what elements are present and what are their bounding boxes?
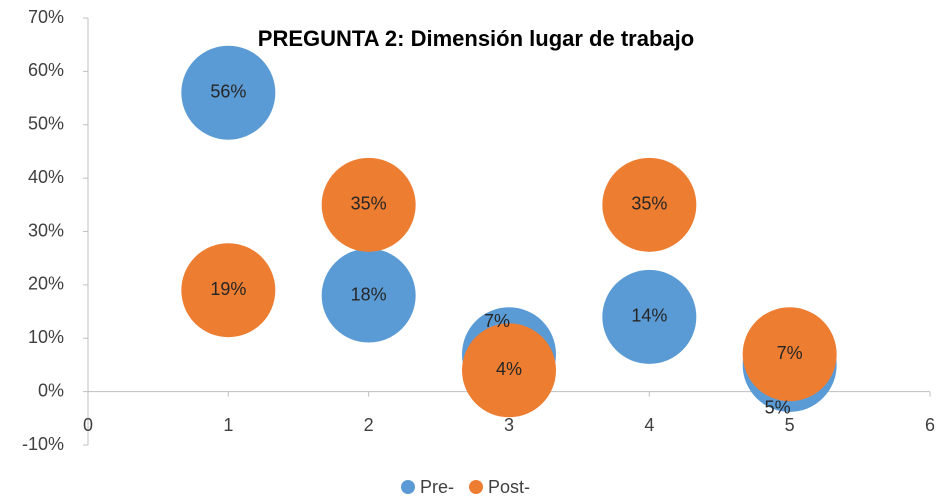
data-label: 7% bbox=[777, 343, 803, 363]
bubble bbox=[321, 248, 416, 343]
legend-label: Post- bbox=[488, 477, 530, 497]
data-label: 4% bbox=[496, 359, 522, 379]
data-label: 7% bbox=[484, 311, 510, 331]
x-tick-label: 6 bbox=[925, 415, 935, 435]
data-label: 56% bbox=[210, 81, 246, 101]
data-label: 19% bbox=[210, 279, 246, 299]
y-tick-label: 10% bbox=[28, 327, 64, 347]
y-tick-label: -10% bbox=[22, 434, 64, 454]
y-tick-label: 60% bbox=[28, 60, 64, 80]
data-label: 14% bbox=[631, 306, 667, 326]
chart-title: PREGUNTA 2: Dimensión lugar de trabajo bbox=[258, 26, 694, 51]
bubble bbox=[462, 323, 556, 418]
y-tick-label: 70% bbox=[28, 7, 64, 27]
x-tick-label: 2 bbox=[364, 415, 374, 435]
bubble bbox=[602, 269, 697, 364]
x-tick-label: 1 bbox=[223, 415, 233, 435]
x-tick-label: 3 bbox=[504, 415, 514, 435]
bubble bbox=[602, 157, 697, 252]
bubble bbox=[181, 243, 276, 338]
data-label: 35% bbox=[631, 194, 667, 214]
legend-marker bbox=[401, 480, 415, 494]
legend-marker bbox=[469, 480, 484, 494]
y-tick-label: 40% bbox=[28, 167, 64, 187]
x-tick-label: 5 bbox=[785, 415, 795, 435]
y-tick-label: 50% bbox=[28, 114, 64, 134]
x-tick-label: 4 bbox=[644, 415, 654, 435]
bubble bbox=[742, 307, 837, 402]
bubble bbox=[181, 45, 276, 140]
y-tick-label: 20% bbox=[28, 274, 64, 294]
y-tick-label: 30% bbox=[28, 220, 64, 240]
bubble bbox=[321, 157, 416, 252]
legend-label: Pre- bbox=[420, 477, 454, 497]
data-label: 35% bbox=[351, 194, 387, 214]
x-tick-label: 0 bbox=[83, 415, 93, 435]
data-label: 5% bbox=[765, 398, 791, 418]
data-label: 18% bbox=[351, 284, 387, 304]
y-tick-label: 0% bbox=[38, 380, 64, 400]
